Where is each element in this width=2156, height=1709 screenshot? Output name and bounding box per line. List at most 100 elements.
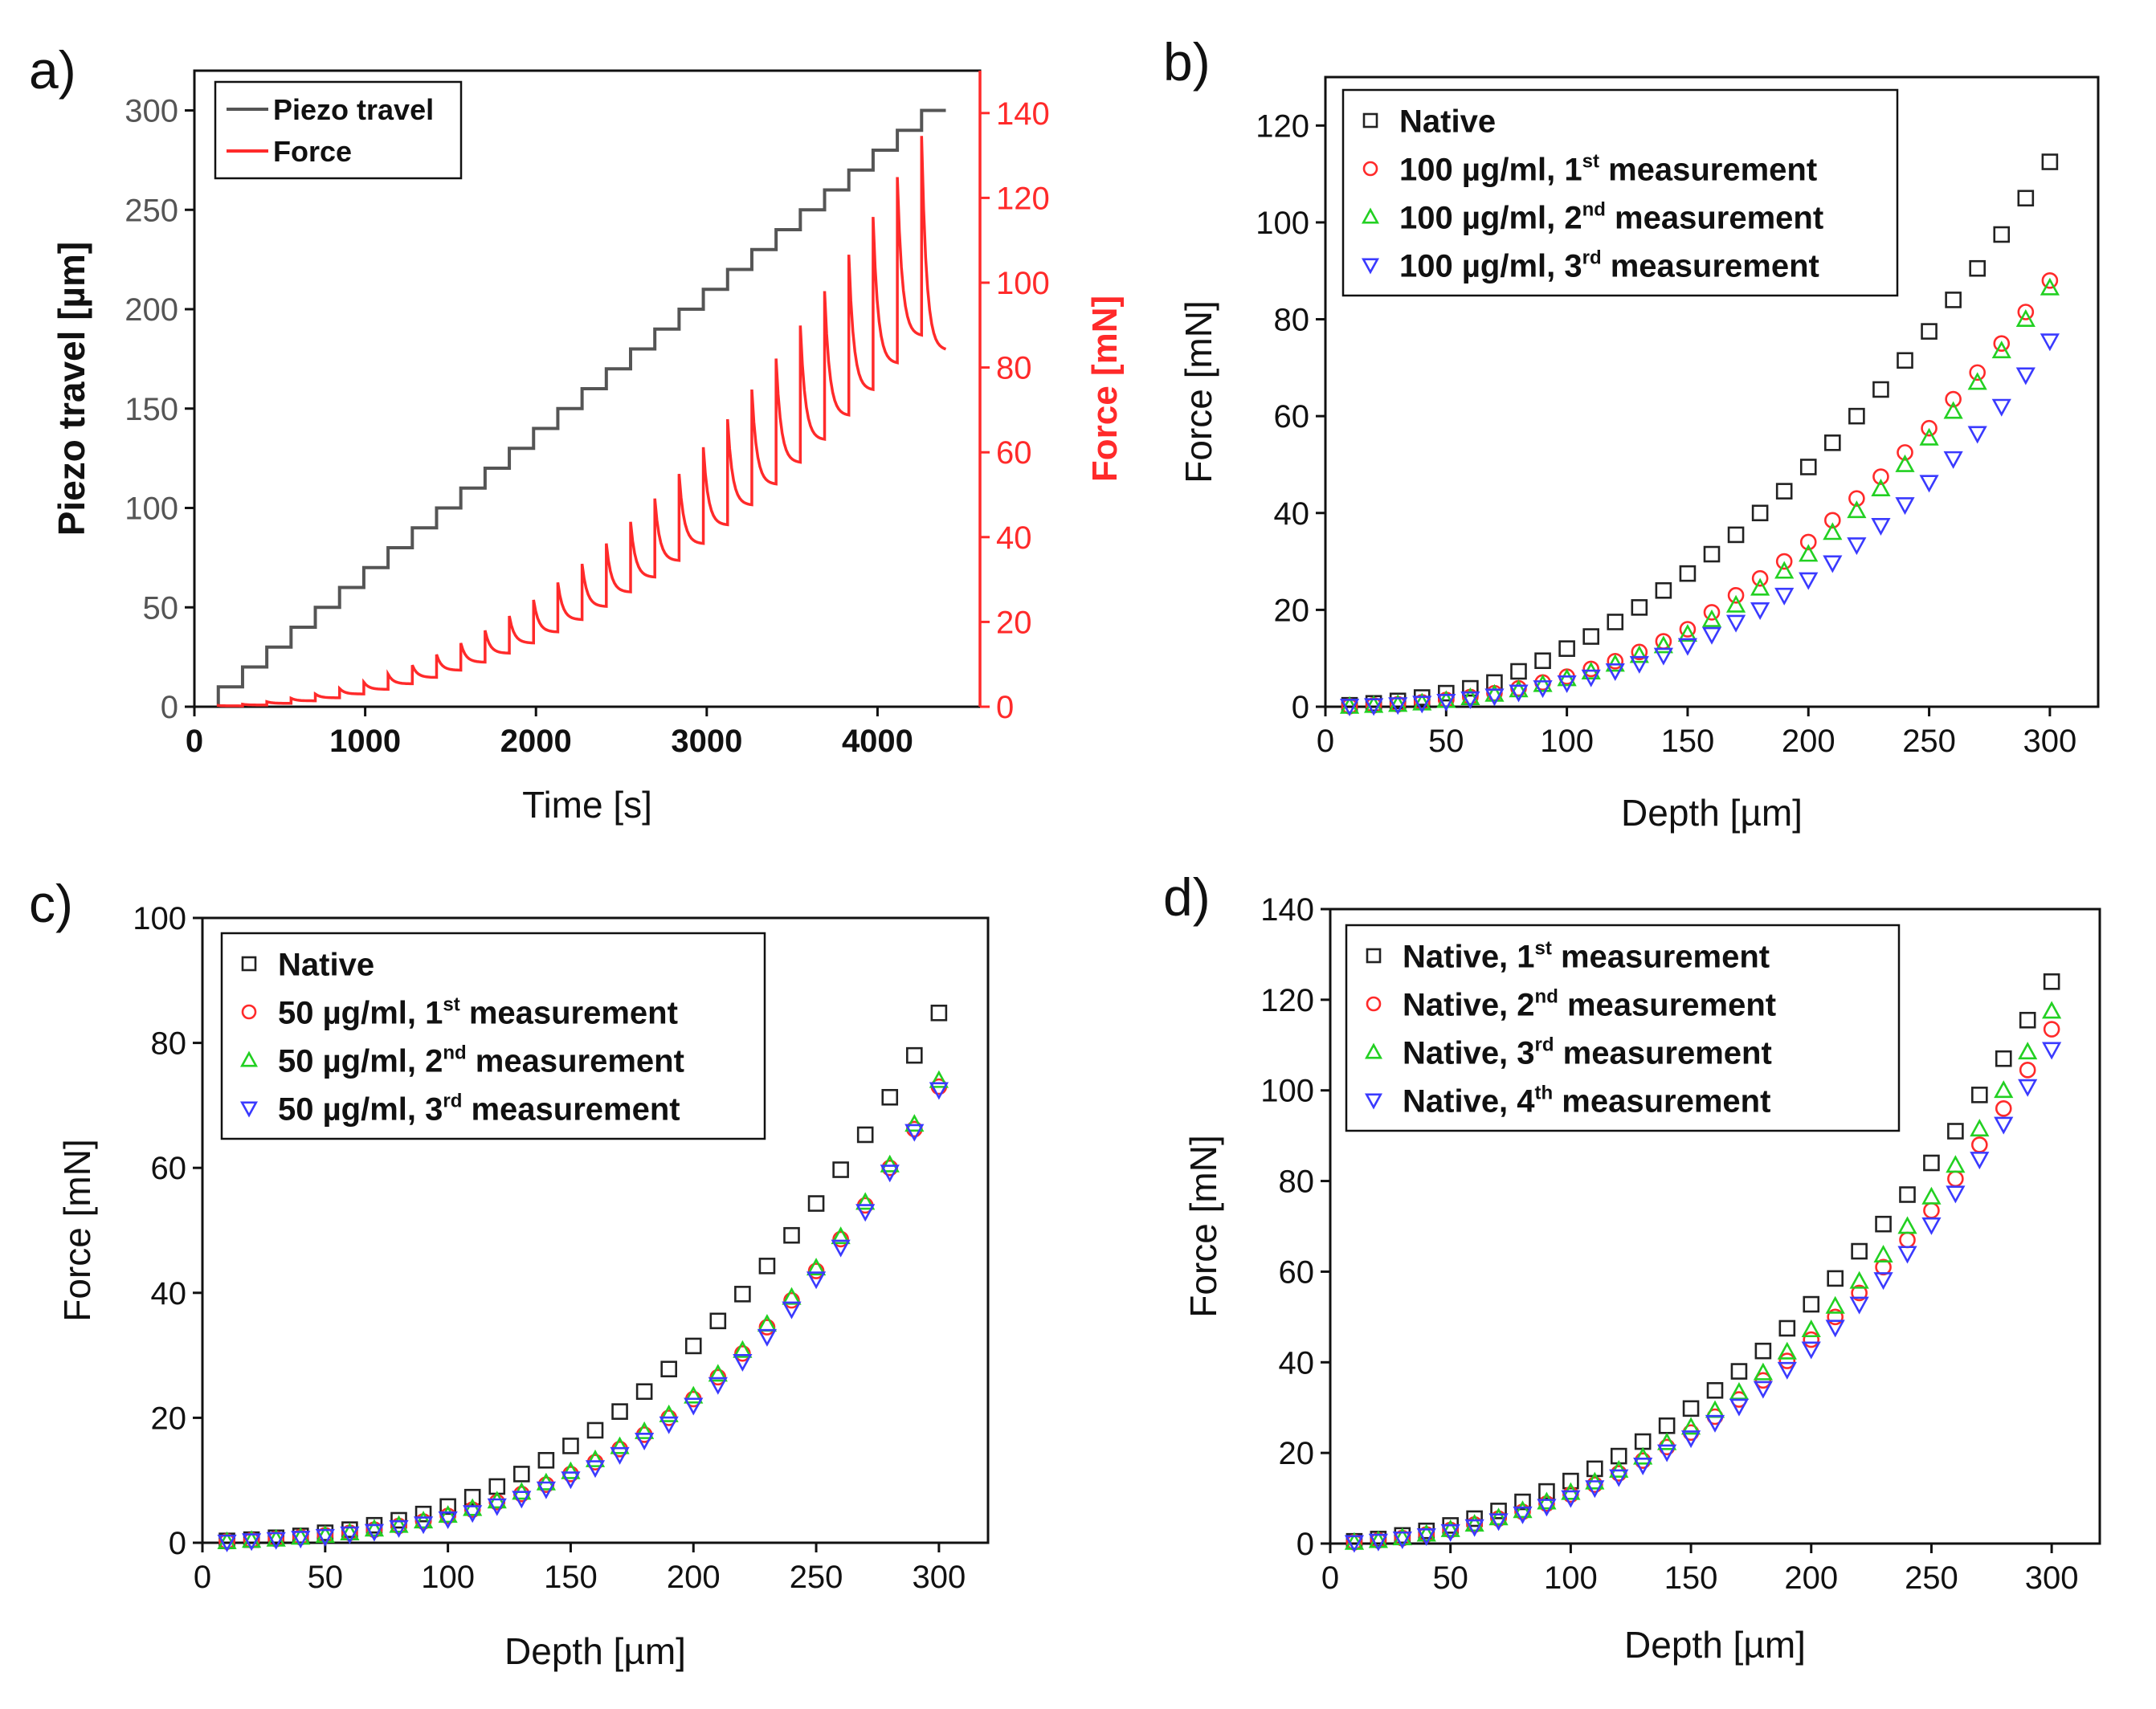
- data-point: [1871, 518, 1891, 536]
- data-point: [1897, 352, 1913, 369]
- data-point: [684, 1385, 704, 1404]
- data-point: [438, 1505, 458, 1523]
- force-line: [217, 136, 947, 708]
- data-point: [463, 1505, 483, 1523]
- data-point: [1946, 1185, 1966, 1204]
- data-point: [1657, 1444, 1677, 1462]
- legend-marker: [1362, 112, 1378, 128]
- data-point: [2040, 333, 2060, 352]
- data-point: [1967, 372, 1987, 390]
- data-point: [1945, 390, 1962, 408]
- data-point: [1436, 690, 1456, 708]
- y2-tick-label: 20: [996, 605, 1032, 640]
- y-tick-label: 100: [1256, 206, 1309, 241]
- data-point: [315, 1525, 335, 1544]
- data-point: [1558, 640, 1575, 657]
- data-point: [1919, 475, 1939, 493]
- data-point: [1777, 1341, 1797, 1360]
- data-point: [757, 1328, 778, 1347]
- data-point: [1633, 1446, 1653, 1465]
- legend-marker: [240, 1101, 258, 1118]
- data-point: [1753, 1362, 1773, 1381]
- x-tick-label: 0: [1317, 724, 1334, 759]
- legend-label: Piezo travel: [273, 93, 434, 126]
- data-point: [1803, 1295, 1820, 1313]
- legend-label: 100 µg/ml, 3rd measurement: [1399, 247, 1819, 283]
- x-tick-label: 1000: [329, 724, 401, 759]
- legend-label-suffix: measurement: [462, 1091, 680, 1127]
- y-tick-label: 120: [1260, 983, 1314, 1018]
- x-tick-label: 200: [1782, 724, 1835, 759]
- series-1: [1341, 271, 2059, 715]
- data-point: [1634, 1433, 1652, 1450]
- y-tick-label: 20: [1279, 1436, 1315, 1471]
- data-point: [881, 1088, 899, 1106]
- data-point: [217, 1534, 237, 1552]
- data-point: [1751, 569, 1769, 587]
- data-point: [1679, 565, 1697, 582]
- data-point: [1416, 1523, 1436, 1542]
- data-point: [1658, 1417, 1676, 1434]
- legend-entry: 100 µg/ml, 1st measurement: [1362, 150, 1817, 187]
- y-tick-label: 50: [143, 590, 179, 626]
- data-point: [1557, 668, 1577, 687]
- x-tick-label: 300: [2023, 724, 2077, 759]
- data-point: [1680, 1430, 1701, 1449]
- data-point: [684, 1337, 702, 1355]
- data-point: [2040, 277, 2060, 296]
- data-point: [1946, 1155, 1966, 1173]
- data-point: [364, 1519, 385, 1537]
- data-point: [1827, 1270, 1844, 1287]
- data-point: [1440, 1519, 1460, 1537]
- data-point: [660, 1360, 677, 1378]
- data-point: [1582, 628, 1599, 645]
- data-point: [1751, 504, 1769, 522]
- data-point: [1344, 1535, 1365, 1553]
- x-axis-label: Time [s]: [522, 784, 652, 826]
- data-point: [709, 1312, 727, 1330]
- x-tick-label: 150: [1661, 724, 1715, 759]
- data-point: [1899, 1186, 1916, 1203]
- data-point: [1730, 1363, 1748, 1380]
- x-tick-label: 150: [1664, 1560, 1718, 1596]
- data-point: [1777, 1361, 1797, 1380]
- data-point: [1533, 674, 1553, 692]
- series-3: [1339, 333, 2060, 716]
- y-tick-label: 80: [1274, 303, 1310, 338]
- data-point: [1510, 663, 1527, 680]
- legend-label-suffix: measurement: [1602, 248, 1819, 283]
- data-point: [1727, 586, 1745, 604]
- legend-label-text: 50 µg/ml, 2: [278, 1043, 443, 1079]
- x-tick-label: 50: [308, 1560, 344, 1595]
- y2-tick-label: 0: [996, 690, 1014, 725]
- data-point: [1774, 561, 1795, 579]
- data-point: [832, 1230, 849, 1248]
- legend: Piezo travel Force: [214, 80, 463, 180]
- data-point: [1945, 292, 1962, 308]
- legend-entry: 100 µg/ml, 3rd measurement: [1362, 247, 1819, 283]
- data-point: [1799, 544, 1819, 562]
- legend-marker: [1362, 258, 1379, 275]
- legend-label-suffix: measurement: [467, 1043, 684, 1079]
- data-point: [1440, 1523, 1460, 1542]
- data-point: [1923, 1201, 1940, 1219]
- data-point: [1438, 684, 1455, 702]
- data-point: [1750, 577, 1770, 596]
- data-point: [708, 1364, 728, 1382]
- data-point: [1799, 459, 1817, 475]
- figure-panels: a)0 1000 2000 3000 4000050100150200250300020…: [29, 32, 2101, 1672]
- legend-label-text: 50 µg/ml, 1: [278, 995, 443, 1030]
- data-point: [536, 1481, 556, 1499]
- x-axis-label: Depth [µm]: [1624, 1624, 1806, 1666]
- data-point: [1994, 1080, 2014, 1099]
- data-point: [1921, 1217, 1942, 1235]
- data-point: [1509, 684, 1529, 703]
- data-point: [1991, 341, 2011, 359]
- data-point: [513, 1466, 530, 1483]
- data-point: [1825, 1295, 1845, 1314]
- data-point: [1921, 419, 1938, 437]
- data-point: [1605, 663, 1625, 681]
- legend-label: 50 µg/ml, 1st measurement: [278, 993, 678, 1030]
- x-tick-label: 100: [421, 1560, 475, 1595]
